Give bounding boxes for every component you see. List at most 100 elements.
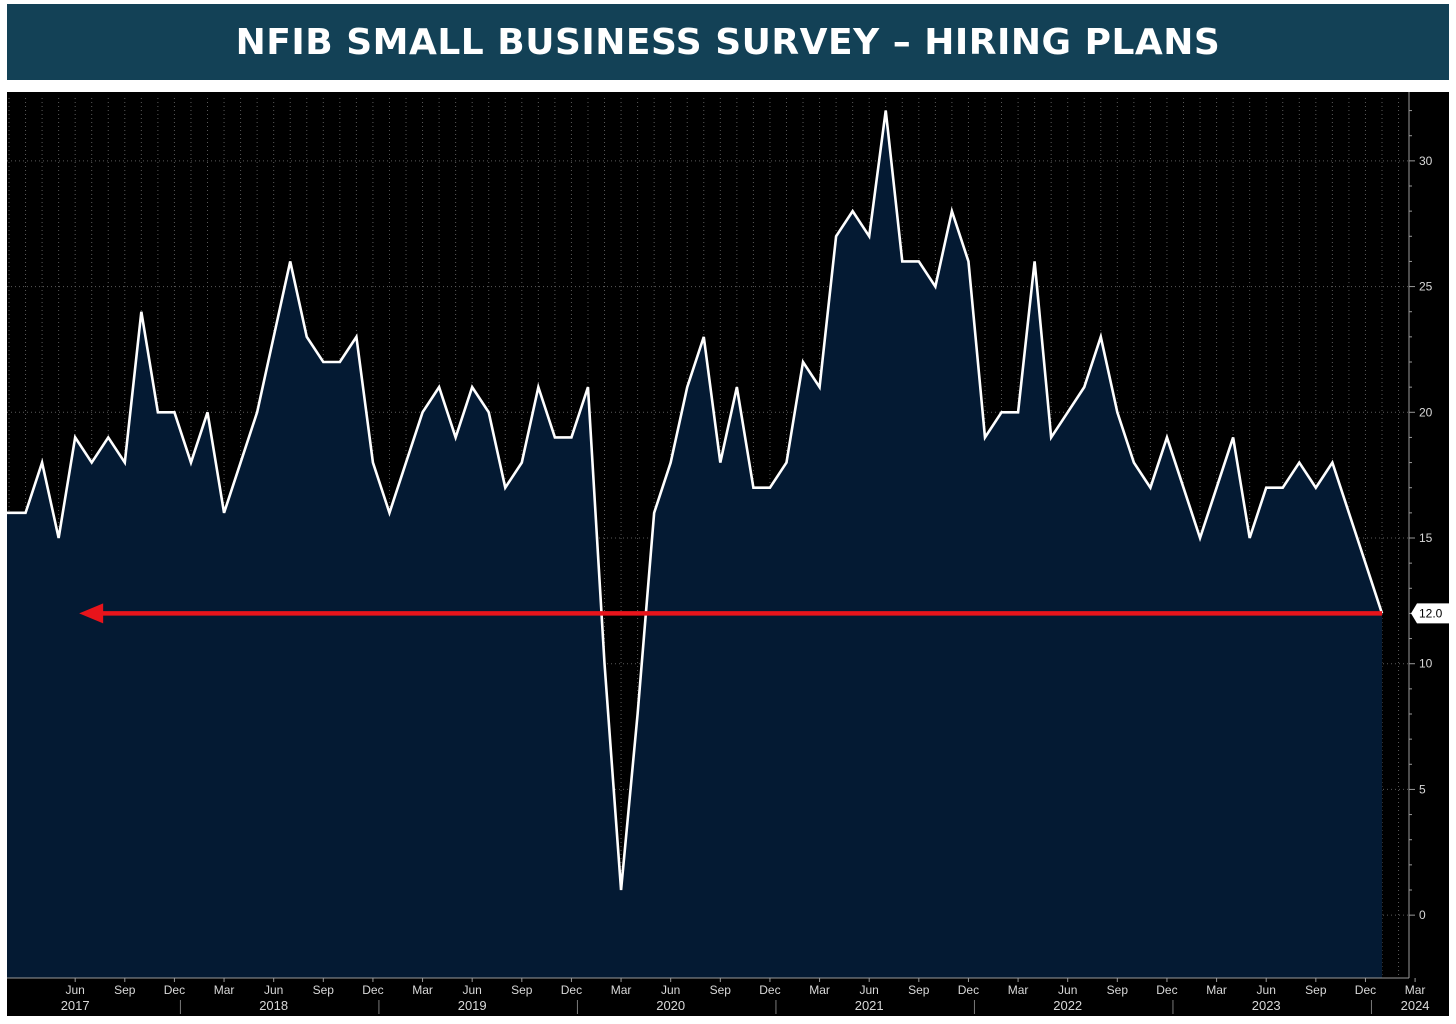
data-point — [752, 487, 754, 489]
data-point — [570, 436, 572, 438]
x-tick-label: Sep — [1107, 983, 1129, 997]
data-point — [1149, 487, 1151, 489]
x-tick-label: Dec — [1156, 983, 1177, 997]
data-point — [322, 361, 324, 363]
data-point — [488, 411, 490, 413]
data-point — [1331, 461, 1333, 463]
y-tick-label: 25 — [1419, 280, 1433, 294]
data-point — [868, 235, 870, 237]
last-value-label: 12.0 — [1419, 606, 1443, 620]
y-tick-label: 30 — [1419, 154, 1433, 168]
x-year-label: 2019 — [458, 998, 487, 1013]
data-point — [1033, 260, 1035, 262]
data-point — [24, 512, 26, 514]
data-point — [967, 260, 969, 262]
x-tick-label: Mar — [412, 983, 433, 997]
x-tick-label: Dec — [362, 983, 383, 997]
data-point — [504, 487, 506, 489]
data-point — [769, 487, 771, 489]
data-point — [901, 260, 903, 262]
data-point — [1017, 411, 1019, 413]
data-point — [587, 386, 589, 388]
x-year-label: 2020 — [656, 998, 685, 1013]
x-tick-label: Sep — [908, 983, 930, 997]
data-point — [1364, 562, 1366, 564]
data-point — [1116, 411, 1118, 413]
x-tick-label: Jun — [65, 983, 84, 997]
x-tick-label: Mar — [611, 983, 632, 997]
data-point — [223, 512, 225, 514]
series-area — [7, 110, 1382, 979]
data-point — [388, 512, 390, 514]
data-point — [1232, 436, 1234, 438]
x-year-label: 2018 — [259, 998, 288, 1013]
y-tick-label: 0 — [1419, 908, 1426, 922]
data-point — [272, 336, 274, 338]
x-tick-label: Jun — [661, 983, 680, 997]
data-point — [1000, 411, 1002, 413]
data-point — [1083, 386, 1085, 388]
x-tick-label: Mar — [809, 983, 830, 997]
data-point — [603, 663, 605, 665]
data-point — [951, 210, 953, 212]
data-point — [124, 461, 126, 463]
data-point — [256, 411, 258, 413]
series-line — [7, 110, 1384, 891]
data-point — [405, 461, 407, 463]
data-point — [190, 461, 192, 463]
x-tick-label: Dec — [164, 983, 185, 997]
y-tick-label: 15 — [1419, 531, 1433, 545]
hiring-plans-chart: 0 5 10 15 20 25 30 12.0 Jun Sep Dec Mar Jun Sep Dec Mar… — [7, 92, 1449, 1014]
x-tick-label: Dec — [1355, 983, 1376, 997]
x-tick-label: Jun — [860, 983, 879, 997]
x-year-label: 2023 — [1252, 998, 1281, 1013]
data-point — [719, 461, 721, 463]
x-tick-label: Dec — [759, 983, 780, 997]
x-tick-label: Mar — [214, 983, 235, 997]
data-point — [173, 411, 175, 413]
x-tick-label: Dec — [561, 983, 582, 997]
x-tick-label: Mar — [1405, 983, 1426, 997]
data-point — [306, 336, 308, 338]
data-point — [1298, 461, 1300, 463]
data-point — [372, 461, 374, 463]
data-point — [1215, 487, 1217, 489]
data-point — [653, 512, 655, 514]
data-point — [554, 436, 556, 438]
x-tick-label: Sep — [114, 983, 136, 997]
x-tick-label: Jun — [1257, 983, 1276, 997]
x-tick-label: Mar — [1206, 983, 1227, 997]
data-point — [1265, 487, 1267, 489]
data-point — [1050, 436, 1052, 438]
data-point — [1066, 411, 1068, 413]
chart-title: NFIB SMALL BUSINESS SURVEY – HIRING PLAN… — [235, 21, 1221, 63]
data-point — [636, 713, 638, 715]
data-point — [206, 411, 208, 413]
data-point — [802, 361, 804, 363]
x-tick-label: Sep — [1305, 983, 1327, 997]
data-point — [785, 461, 787, 463]
data-point — [1133, 461, 1135, 463]
x-tick-label: Dec — [958, 983, 979, 997]
x-year-label: 2017 — [61, 998, 90, 1013]
data-point — [8, 512, 10, 514]
x-tick-label: Jun — [1058, 983, 1077, 997]
data-point — [1315, 487, 1317, 489]
data-point — [57, 537, 59, 539]
data-point — [355, 336, 357, 338]
arrow-head — [79, 603, 104, 624]
y-tick-label: 5 — [1419, 782, 1426, 796]
x-year-label: 2021 — [855, 998, 884, 1013]
data-point — [107, 436, 109, 438]
data-point — [140, 311, 142, 313]
data-point — [984, 436, 986, 438]
data-point — [41, 461, 43, 463]
x-year-label: 2024 — [1401, 998, 1430, 1013]
data-point — [851, 210, 853, 212]
x-year-label: 2022 — [1053, 998, 1082, 1013]
x-tick-label: Sep — [710, 983, 732, 997]
y-tick-label: 20 — [1419, 405, 1433, 419]
x-tick-label: Sep — [511, 983, 533, 997]
data-point — [620, 889, 622, 891]
data-point — [74, 436, 76, 438]
